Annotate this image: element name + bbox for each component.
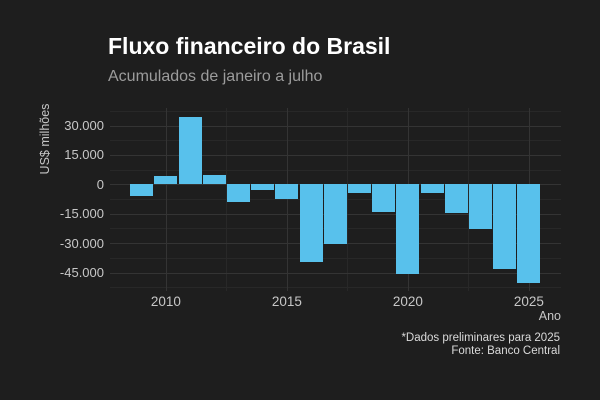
bar-2018 bbox=[348, 184, 371, 193]
x-axis-title: Ano bbox=[538, 309, 561, 323]
bar-2021 bbox=[420, 184, 444, 194]
x-tick-label: 2010 bbox=[150, 294, 181, 309]
gridline-major bbox=[286, 108, 288, 291]
bar-2023 bbox=[469, 184, 492, 229]
gridline-minor bbox=[110, 140, 561, 142]
bar-2016 bbox=[299, 184, 323, 262]
x-tick-label: 2015 bbox=[271, 294, 302, 309]
x-tick-label: 2025 bbox=[513, 294, 544, 309]
chart-title: Fluxo financeiro do Brasil bbox=[108, 33, 391, 59]
bar-2015 bbox=[275, 184, 299, 199]
bar-2009 bbox=[130, 184, 154, 197]
bar-2017 bbox=[323, 184, 347, 245]
bar-2024 bbox=[493, 184, 517, 269]
gridline-major bbox=[110, 154, 561, 156]
x-tick-label: 2020 bbox=[392, 294, 423, 309]
y-tick-label: -45.000 bbox=[59, 265, 104, 281]
y-tick-label: -15.000 bbox=[59, 206, 104, 222]
gridline-minor bbox=[347, 108, 349, 291]
bar-2014 bbox=[251, 184, 275, 190]
gridline-minor bbox=[110, 169, 561, 171]
bar-2012 bbox=[202, 175, 226, 185]
caption-note: *Dados preliminares para 2025 bbox=[401, 332, 560, 344]
bar-2019 bbox=[372, 184, 396, 213]
bar-2020 bbox=[396, 184, 420, 275]
caption-source: Fonte: Banco Central bbox=[451, 345, 560, 357]
y-axis-title: US$ milhões bbox=[38, 103, 52, 175]
gridline-minor bbox=[110, 257, 561, 259]
plot-panel bbox=[110, 108, 561, 291]
y-tick-label: 30.000 bbox=[64, 118, 104, 133]
gridline-minor bbox=[110, 287, 561, 289]
bar-2010 bbox=[154, 175, 178, 185]
bar-2025 bbox=[517, 184, 541, 283]
bar-2013 bbox=[227, 184, 250, 203]
y-tick-label: -30.000 bbox=[59, 235, 104, 251]
y-tick-label: 15.000 bbox=[64, 147, 104, 163]
gridline-minor bbox=[226, 108, 228, 291]
gridline-minor bbox=[110, 110, 561, 112]
bar-2011 bbox=[178, 117, 202, 185]
gridline-major bbox=[165, 108, 167, 291]
bar-2022 bbox=[444, 184, 468, 214]
gridline-major bbox=[110, 272, 561, 274]
gridline-major bbox=[110, 125, 561, 127]
chart-subtitle: Acumulados de janeiro a julho bbox=[108, 68, 323, 85]
gridline-minor bbox=[468, 108, 470, 291]
y-tick-label: 0 bbox=[96, 176, 104, 192]
